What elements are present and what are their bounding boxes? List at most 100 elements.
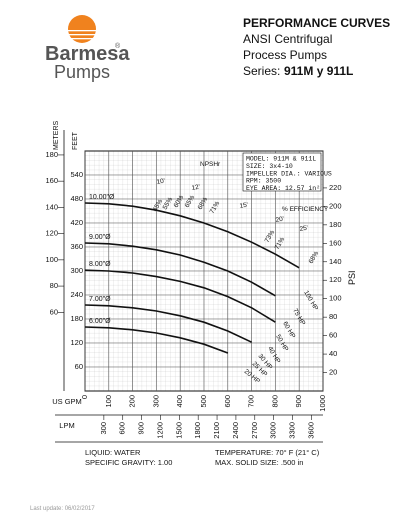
- logo-stripe: [66, 34, 98, 36]
- impeller-curve: [84, 269, 276, 323]
- subtitle: ANSI Centrifugal: [243, 32, 332, 46]
- y-tick-label: 240: [70, 290, 83, 299]
- x-tick-label: 400: [175, 395, 184, 408]
- curve-label: 6.00"Ø: [89, 318, 111, 325]
- meters-tick-label: 160: [45, 176, 58, 185]
- meters-tick-label: 140: [45, 202, 58, 211]
- meters-tick-label: 120: [45, 229, 58, 238]
- y-tick-label: 300: [70, 266, 83, 275]
- info-text: SIZE: 3x4-10: [246, 163, 293, 170]
- y-tick-label: 180: [70, 314, 83, 323]
- info-text: IMPELLER DIA.: VARIOUS: [246, 170, 332, 177]
- logo-sun: [68, 15, 96, 43]
- update-date: Last update: 06/02/2017: [30, 506, 95, 512]
- x-tick-label: 600: [223, 395, 232, 408]
- annotation: 20': [275, 216, 285, 224]
- logo-stripe: [66, 38, 98, 40]
- x-tick-label: 100: [104, 395, 113, 408]
- title: PERFORMANCE CURVES: [243, 16, 390, 30]
- psi-tick-label: 100: [329, 294, 342, 303]
- lpm-axis-label: LPM: [59, 421, 74, 430]
- psi-tick-label: 20: [329, 368, 337, 377]
- curve-label: 7.00"Ø: [89, 296, 111, 303]
- meters-tick-label: 180: [45, 150, 58, 159]
- x-tick-label: 500: [199, 395, 208, 408]
- impeller-curve: [84, 202, 300, 269]
- footer-text: TEMPERATURE: 70° F (21° C): [215, 448, 320, 457]
- meters-tick-label: 100: [45, 255, 58, 264]
- y-tick-label: 60: [75, 362, 83, 371]
- footer-text: SPECIFIC GRAVITY: 1.00: [85, 458, 172, 467]
- curve-label: 10.00"Ø: [89, 194, 115, 201]
- info-box: [242, 152, 322, 192]
- y-tick-label: 360: [70, 242, 83, 251]
- x-tick-label: 700: [247, 395, 256, 408]
- lpm-tick-label: 600: [118, 422, 127, 435]
- y-tick-label: 420: [70, 218, 83, 227]
- logo-name: Barmesa: [45, 43, 130, 65]
- series-name: 911M y 911L: [284, 64, 353, 78]
- annotation: 10': [156, 178, 166, 186]
- y2-axis-label: PSI: [347, 270, 357, 285]
- info-text: MODEL: 911M & 911L: [246, 156, 316, 163]
- x-tick-label: 800: [270, 395, 279, 408]
- header: PERFORMANCE CURVES ANSI Centrifugal Proc…: [243, 16, 390, 78]
- impeller-curve: [84, 242, 276, 297]
- lpm-tick-label: 300: [99, 422, 108, 435]
- annotation: 25': [299, 225, 309, 233]
- lpm-tick-label: 2400: [231, 422, 240, 439]
- psi-tick-label: 180: [329, 220, 342, 229]
- x-tick-label: 300: [151, 395, 160, 408]
- info-text: RPM: 3500: [246, 178, 281, 185]
- lpm-tick-label: 3300: [287, 422, 296, 439]
- series-label: Series:: [243, 64, 280, 78]
- lpm-tick-label: 3600: [306, 422, 315, 439]
- info-text: EYE AREA: 12.57 in²: [246, 185, 320, 192]
- x-axis-label: US GPM: [52, 397, 82, 406]
- psi-tick-label: 220: [329, 183, 342, 192]
- x-tick-label: 1000: [318, 395, 327, 412]
- psi-tick-label: 160: [329, 238, 342, 247]
- footer-text: LIQUID: WATER: [85, 448, 141, 457]
- annotation: NPSHr: [200, 161, 221, 168]
- subtitle: Process Pumps: [243, 48, 327, 62]
- logo-stripe: [66, 30, 98, 32]
- psi-tick-label: 80: [329, 312, 337, 321]
- x-tick-label: 200: [128, 395, 137, 408]
- y-axis-label: FEET: [72, 131, 79, 150]
- meters-axis-label: METERS: [53, 121, 60, 151]
- lpm-tick-label: 1200: [155, 422, 164, 439]
- curve-label: 9.00"Ø: [89, 234, 111, 241]
- lpm-tick-label: 1800: [193, 422, 202, 439]
- footer: LIQUID: WATER SPECIFIC GRAVITY: 1.00 TEM…: [30, 448, 320, 512]
- lpm-tick-label: 900: [137, 422, 146, 435]
- psi-tick-label: 60: [329, 331, 337, 340]
- annotation: 15': [239, 202, 249, 210]
- lpm-tick-label: 3000: [269, 422, 278, 439]
- lpm-tick-label: 1500: [174, 422, 183, 439]
- meters-tick-label: 60: [50, 307, 58, 316]
- logo-sub: Pumps: [54, 62, 110, 82]
- psi-tick-label: 140: [329, 257, 342, 266]
- logo-mark: ®: [115, 42, 121, 50]
- lpm-tick-label: 2100: [212, 422, 221, 439]
- impeller-curve: [84, 326, 229, 354]
- x-tick-label: 0: [80, 395, 89, 399]
- y-tick-label: 480: [70, 194, 83, 203]
- impeller-curve: [84, 304, 252, 343]
- lpm-tick-label: 2700: [250, 422, 259, 439]
- psi-tick-label: 120: [329, 275, 342, 284]
- x-tick-label: 900: [294, 395, 303, 408]
- annotation: % EFFICIENCY: [282, 206, 329, 213]
- psi-tick-label: 200: [329, 201, 342, 210]
- y-tick-label: 540: [70, 170, 83, 179]
- psi-tick-label: 40: [329, 349, 337, 358]
- logo: Barmesa ® Pumps: [45, 15, 130, 82]
- curve-label: 8.00"Ø: [89, 261, 111, 268]
- footer-text: MAX. SOLID SIZE: .500 in: [215, 458, 303, 467]
- chart: 0 100 200 300 400 500 600 700 800 900 1000 300 600 90…: [45, 121, 357, 443]
- y-tick-label: 120: [70, 338, 83, 347]
- meters-tick-label: 80: [50, 281, 58, 290]
- annotation: 12': [191, 184, 201, 192]
